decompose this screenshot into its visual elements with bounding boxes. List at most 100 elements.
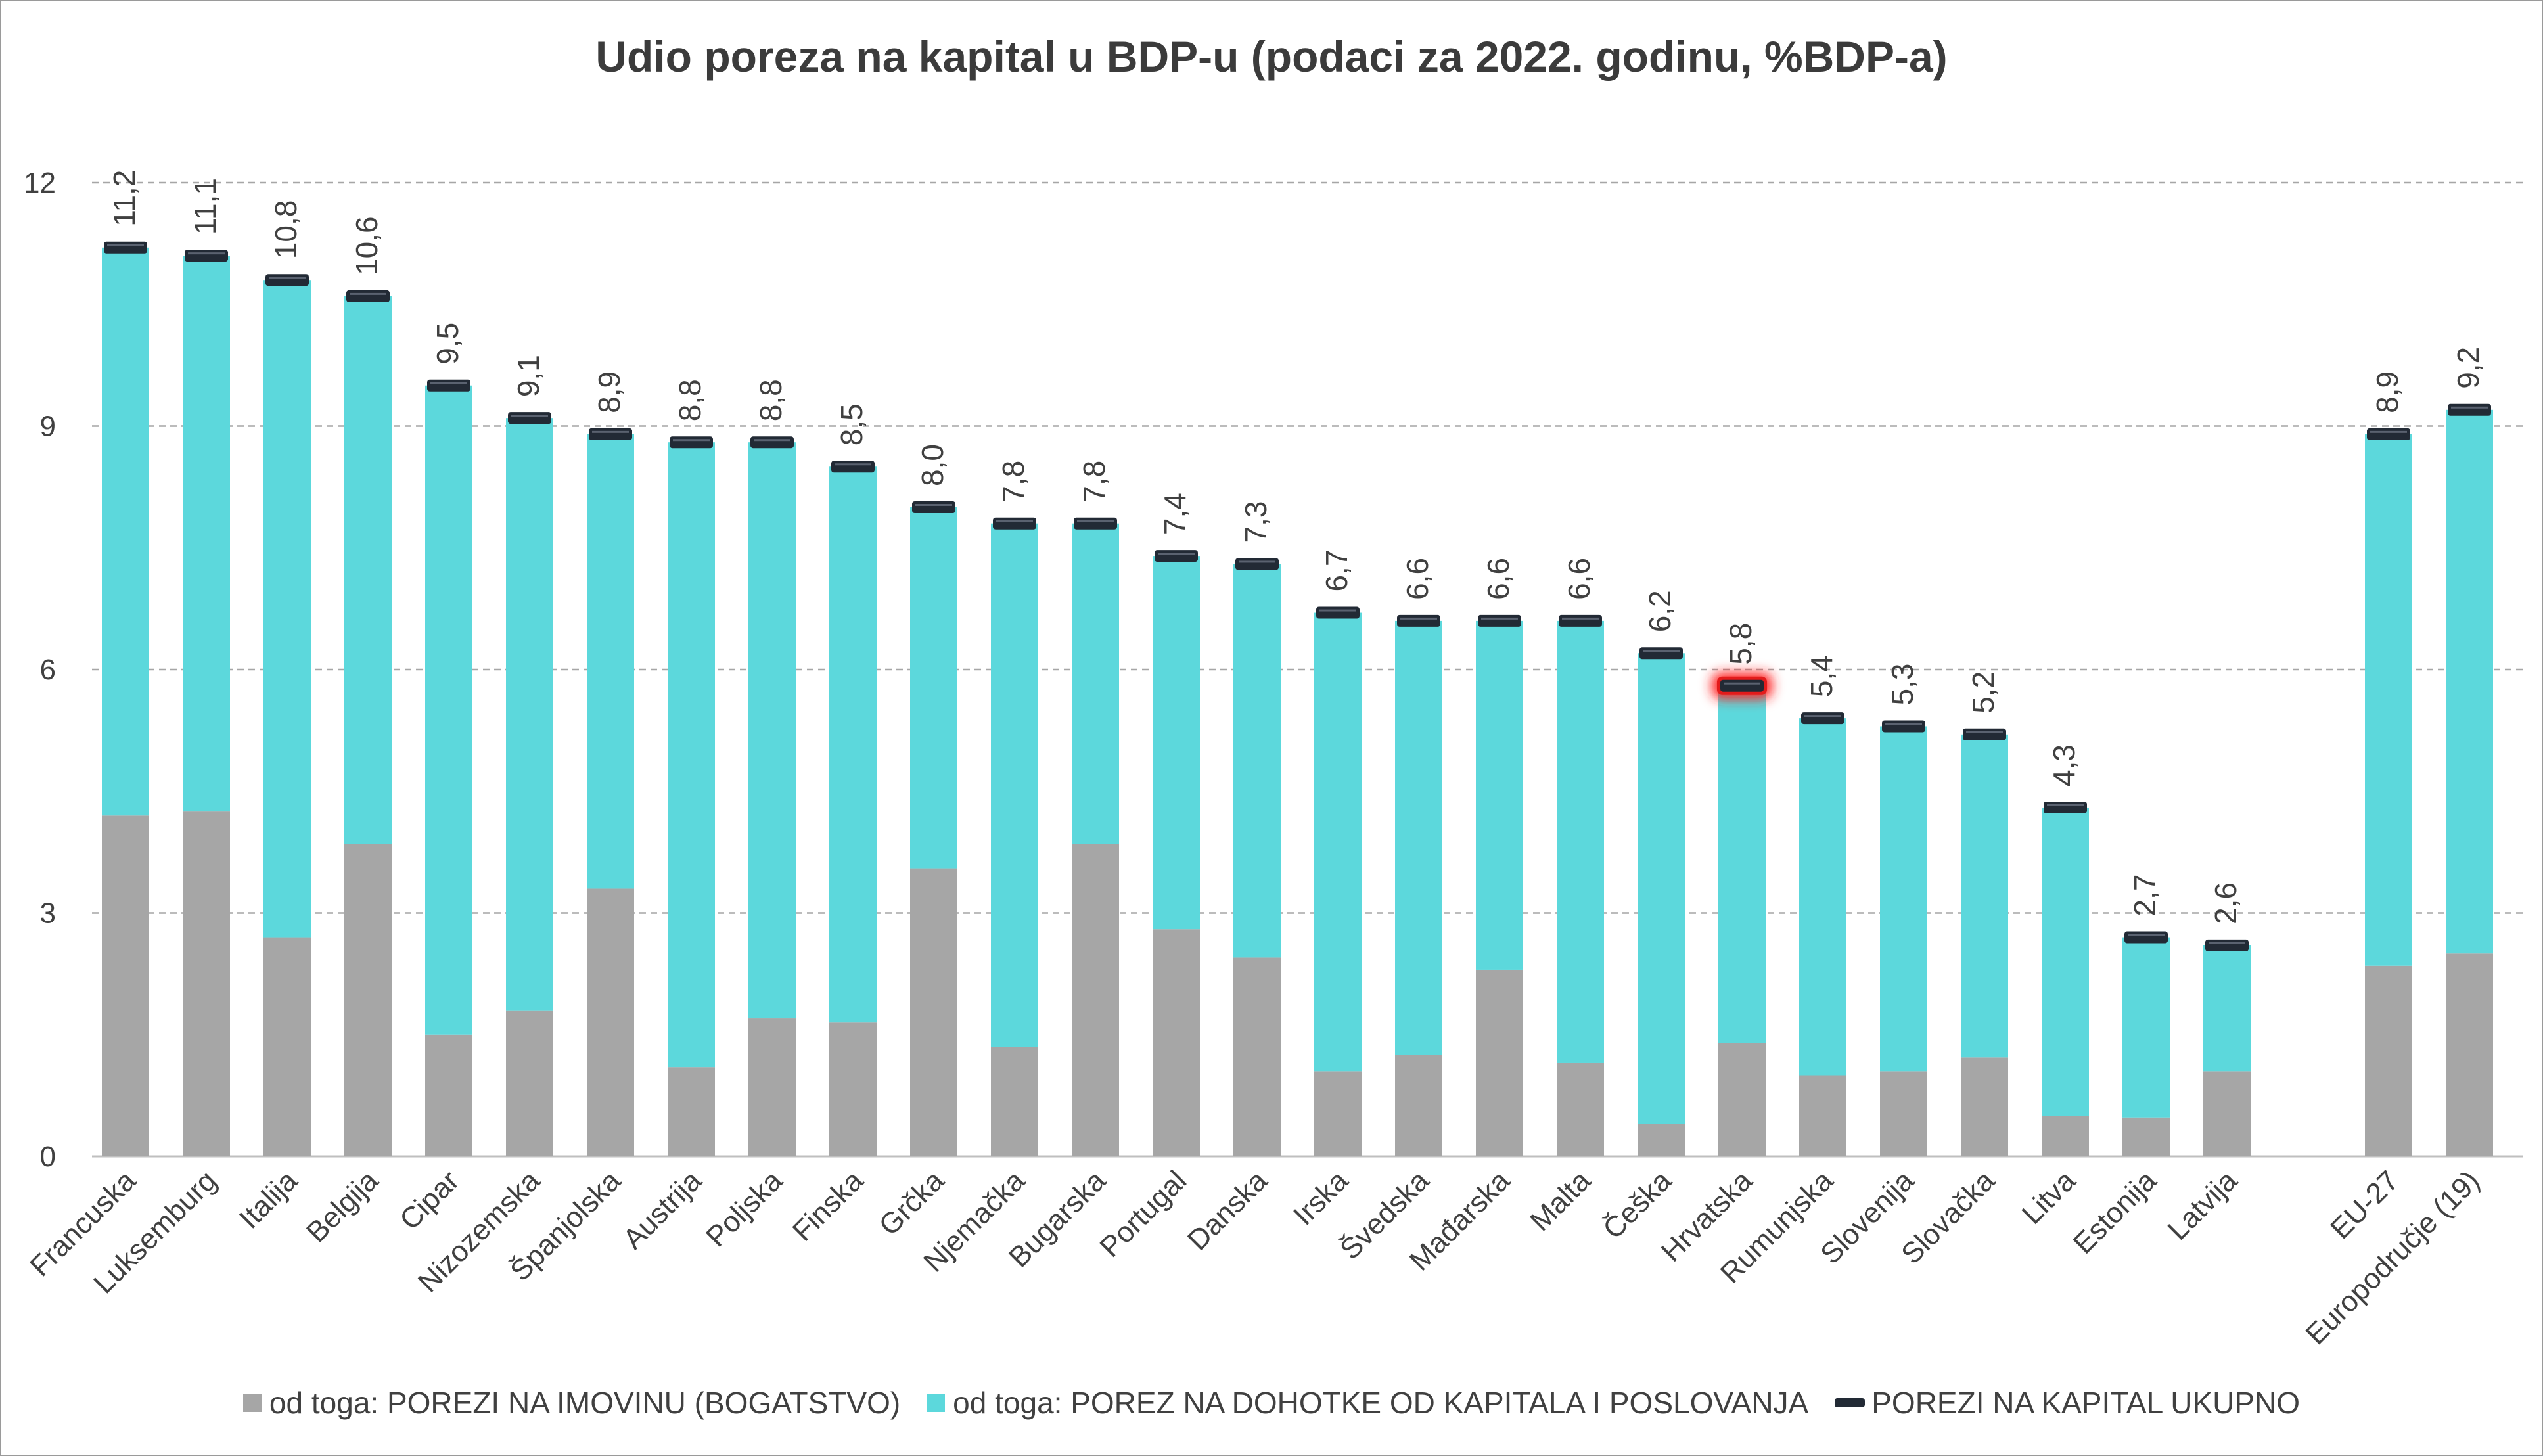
bar-income-tax bbox=[2203, 945, 2251, 1072]
bar-income-tax bbox=[1314, 612, 1362, 1072]
bar-income-tax bbox=[1961, 734, 2008, 1058]
bar-property-tax bbox=[910, 868, 957, 1156]
y-tick-label: 0 bbox=[40, 1141, 56, 1173]
value-label: 11,1 bbox=[188, 178, 222, 235]
bar-property-tax bbox=[2122, 1117, 2170, 1156]
legend-item-property-tax: od toga: POREZI NA IMOVINU (BOGATSTVO) bbox=[242, 1385, 901, 1421]
bar-property-tax bbox=[991, 1047, 1038, 1156]
value-label: 5,2 bbox=[1966, 671, 2000, 714]
category-label: Finska bbox=[787, 1164, 870, 1248]
total-marker bbox=[427, 379, 470, 392]
y-tick-label: 12 bbox=[24, 167, 56, 199]
value-label: 7,3 bbox=[1239, 501, 1273, 543]
bar-property-tax bbox=[587, 888, 634, 1156]
value-label: 9,2 bbox=[2451, 347, 2485, 389]
value-label: 2,6 bbox=[2209, 882, 2243, 924]
total-marker-highlight bbox=[673, 439, 710, 442]
bars bbox=[102, 247, 2493, 1156]
total-marker bbox=[1639, 647, 1683, 660]
total-marker bbox=[1155, 550, 1198, 562]
bar-property-tax bbox=[1557, 1062, 1604, 1156]
value-label: 5,3 bbox=[1885, 663, 1919, 705]
total-marker bbox=[1316, 606, 1360, 619]
total-marker bbox=[1559, 614, 1602, 627]
value-label: 9,5 bbox=[430, 323, 465, 365]
total-marker-highlight bbox=[1077, 520, 1114, 522]
bar-property-tax bbox=[1961, 1057, 2008, 1156]
total-marker bbox=[589, 428, 632, 440]
value-label: 6,6 bbox=[1562, 558, 1596, 600]
data-labels: 11,2 11,1 10,8 10,6 9,5 9,1 8,9 8,8 8,8 8,5 8,0 7,8… bbox=[107, 170, 2485, 924]
bar-income-tax bbox=[1638, 653, 1685, 1124]
bar-property-tax bbox=[1314, 1071, 1362, 1156]
value-label: 8,0 bbox=[915, 444, 950, 486]
bar-property-tax bbox=[1880, 1071, 1927, 1156]
total-marker bbox=[185, 250, 228, 262]
category-label: Irska bbox=[1287, 1164, 1354, 1231]
total-marker-highlight bbox=[1966, 731, 2003, 733]
total-marker-highlight bbox=[2047, 804, 2084, 806]
total-marker-highlight bbox=[1319, 609, 1356, 612]
total-marker-highlight bbox=[996, 520, 1033, 522]
total-marker-highlight bbox=[1643, 650, 1680, 652]
total-marker bbox=[2124, 931, 2168, 944]
value-label: 7,4 bbox=[1158, 493, 1192, 535]
total-marker bbox=[912, 501, 955, 513]
total-marker bbox=[1478, 614, 1521, 627]
total-marker bbox=[104, 241, 147, 254]
bar-property-tax bbox=[748, 1018, 796, 1156]
total-marker-highlight bbox=[1885, 723, 1922, 725]
total-marker-highlight bbox=[915, 504, 952, 506]
total-marker bbox=[1074, 517, 1117, 530]
category-label: Litva bbox=[2016, 1164, 2082, 1231]
bar-income-tax bbox=[1395, 620, 1442, 1055]
y-tick-label: 3 bbox=[40, 898, 56, 930]
bar-property-tax bbox=[2203, 1071, 2251, 1156]
category-label: Češka bbox=[1597, 1164, 1678, 1245]
category-label: Latvija bbox=[2161, 1164, 2243, 1246]
value-label: 6,6 bbox=[1481, 558, 1515, 600]
total-marker bbox=[1397, 614, 1440, 627]
total-marker bbox=[2448, 403, 2491, 416]
category-label: Italija bbox=[233, 1164, 304, 1235]
bar-property-tax bbox=[1233, 957, 1281, 1156]
total-marker-highlight bbox=[350, 292, 386, 295]
total-marker-highlight bbox=[269, 277, 306, 279]
total-marker-highlight bbox=[592, 430, 629, 433]
value-label: 2,7 bbox=[2128, 875, 2162, 917]
bar-property-tax bbox=[1395, 1055, 1442, 1156]
total-marker bbox=[2205, 939, 2249, 951]
value-label: 9,1 bbox=[511, 355, 545, 397]
category-label: Danska bbox=[1181, 1164, 1274, 1257]
legend-label-property-tax: od toga: POREZI NA IMOVINU (BOGATSTVO) bbox=[269, 1386, 901, 1420]
value-label: 11,2 bbox=[107, 170, 141, 227]
bar-property-tax bbox=[1718, 1043, 1766, 1156]
total-marker-highlight bbox=[1562, 617, 1599, 620]
y-tick-label: 9 bbox=[40, 411, 56, 443]
bar-property-tax bbox=[1638, 1124, 1685, 1156]
category-label: Cipar bbox=[394, 1164, 465, 1236]
value-label: 4,3 bbox=[2047, 744, 2081, 786]
legend-swatch-cyan-icon bbox=[927, 1394, 946, 1412]
total-marker-highlight bbox=[2451, 406, 2488, 409]
value-label: 10,6 bbox=[350, 216, 384, 275]
value-label: 7,8 bbox=[996, 461, 1030, 503]
bar-income-tax bbox=[2365, 434, 2412, 966]
bar-income-tax bbox=[183, 256, 230, 812]
total-marker bbox=[265, 274, 309, 286]
bar-income-tax bbox=[991, 523, 1038, 1047]
bar-income-tax bbox=[2122, 937, 2170, 1118]
bar-income-tax bbox=[506, 418, 553, 1011]
bar-property-tax bbox=[344, 844, 392, 1156]
total-marker bbox=[750, 436, 794, 449]
value-label: 5,4 bbox=[1804, 655, 1839, 697]
total-marker-highlight bbox=[2128, 934, 2165, 936]
category-label: Belgija bbox=[300, 1164, 384, 1248]
total-marker bbox=[1801, 712, 1844, 725]
value-label: 8,8 bbox=[754, 379, 788, 421]
bar-income-tax bbox=[2446, 409, 2493, 954]
bar-income-tax bbox=[344, 296, 392, 844]
